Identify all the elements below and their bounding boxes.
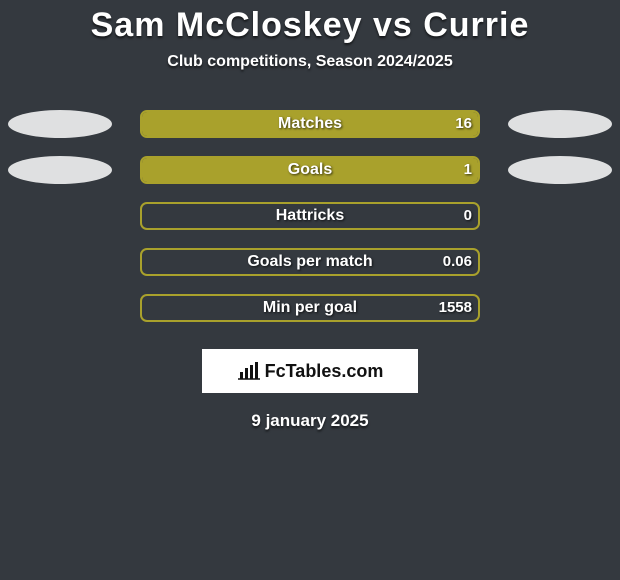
stat-bar <box>140 294 480 322</box>
page-subtitle: Club competitions, Season 2024/2025 <box>0 53 620 71</box>
brand-logo-box: FcTables.com <box>202 349 418 393</box>
stat-bar <box>140 110 480 138</box>
stat-row: Matches16 <box>0 101 620 147</box>
player-left-marker <box>8 156 112 184</box>
stat-bar-fill-right <box>142 112 478 136</box>
stat-bar-fill-right <box>142 158 478 182</box>
player-right-marker <box>508 156 612 184</box>
brand-logo: FcTables.com <box>237 361 384 382</box>
stat-row: Min per goal1558 <box>0 285 620 331</box>
player-right-marker <box>508 110 612 138</box>
stats-rows: Matches16Goals1Hattricks0Goals per match… <box>0 101 620 331</box>
bars-icon <box>237 362 261 380</box>
stat-row: Goals1 <box>0 147 620 193</box>
stat-bar <box>140 156 480 184</box>
stat-bar <box>140 248 480 276</box>
player-left-marker <box>8 110 112 138</box>
stat-bar <box>140 202 480 230</box>
comparison-infographic: Sam McCloskey vs Currie Club competition… <box>0 6 620 580</box>
date-text: 9 january 2025 <box>0 411 620 431</box>
page-title: Sam McCloskey vs Currie <box>0 6 620 45</box>
brand-logo-text: FcTables.com <box>265 361 384 382</box>
stat-row: Hattricks0 <box>0 193 620 239</box>
stat-row: Goals per match0.06 <box>0 239 620 285</box>
